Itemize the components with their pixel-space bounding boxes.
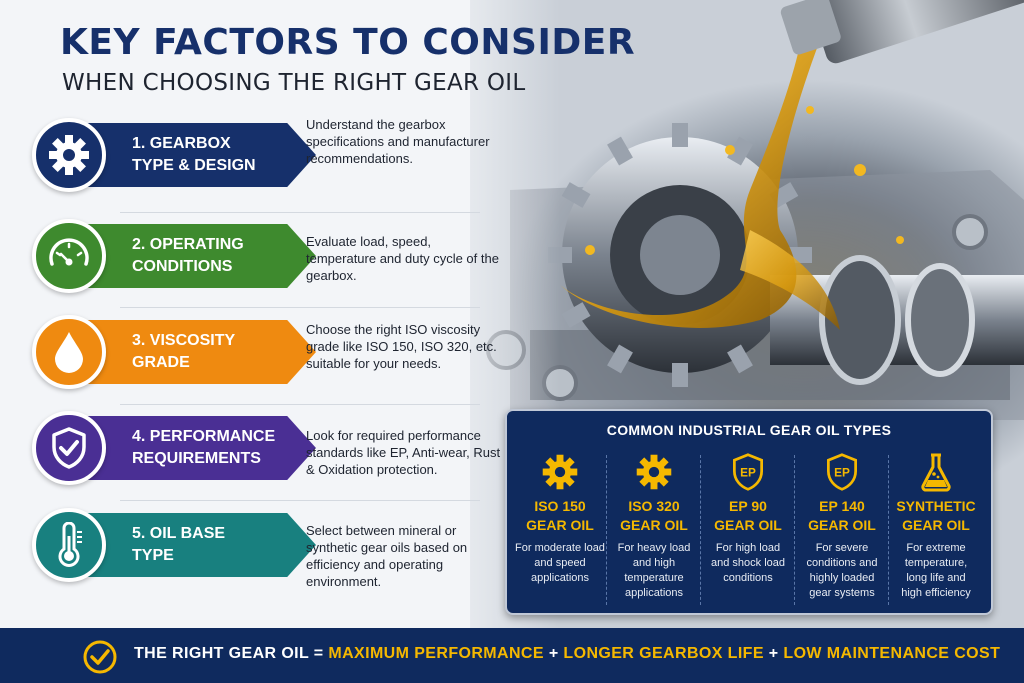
- divider: [120, 404, 480, 405]
- column-divider: [794, 455, 795, 605]
- factor-label-banner: 3. VISCOSITY GRADE: [76, 320, 316, 384]
- gear-icon: [32, 118, 106, 192]
- column-divider: [888, 455, 889, 605]
- shield-check-icon: [32, 411, 106, 485]
- oil-type-ep-90: EP EP 90 GEAR OIL For high load and shoc…: [701, 451, 795, 609]
- oil-type-note: For severe conditions and highly loaded …: [806, 542, 878, 599]
- ep-badge-text: EP: [740, 466, 756, 480]
- oil-type-note: For high load and shock load conditions: [711, 542, 785, 584]
- oil-type-name: EP 90 GEAR OIL: [714, 498, 782, 533]
- summary-benefit: LONGER GEARBOX LIFE: [563, 645, 764, 662]
- divider: [120, 500, 480, 501]
- oil-type-name: SYNTHETIC GEAR OIL: [896, 498, 976, 533]
- check-circle-icon: [83, 640, 117, 674]
- summary-banner: THE RIGHT GEAR OIL = MAXIMUM PERFORMANCE…: [0, 628, 1024, 683]
- oil-type-name: ISO 320 GEAR OIL: [620, 498, 688, 533]
- oil-type-synthetic: SYNTHETIC GEAR OIL For extreme temperatu…: [889, 451, 983, 609]
- gear-icon: [607, 451, 701, 493]
- factor-label: 2. OPERATING CONDITIONS: [132, 236, 244, 275]
- ep-shield-icon: EP: [701, 451, 795, 493]
- factor-viscosity-grade: 3. VISCOSITY GRADE Choose the right ISO …: [26, 309, 497, 399]
- divider: [120, 307, 480, 308]
- ep-badge-text: EP: [834, 466, 850, 480]
- factor-description: Understand the gearbox specifications an…: [306, 117, 490, 166]
- factor-label-banner: 4. PERFORMANCE REQUIREMENTS: [76, 416, 316, 480]
- panel-title: COMMON INDUSTRIAL GEAR OIL TYPES: [606, 422, 892, 438]
- factor-description: Select between mineral or synthetic gear…: [306, 523, 468, 589]
- gearbox-oil-photo: [470, 0, 1024, 628]
- factor-label: 1. GEARBOX TYPE & DESIGN: [132, 135, 256, 174]
- flask-icon: [889, 451, 983, 493]
- ep-shield-icon: EP: [795, 451, 889, 493]
- gear-icon: [513, 451, 607, 493]
- summary-lead: THE RIGHT GEAR OIL =: [134, 645, 324, 662]
- plus-sign: +: [768, 645, 779, 662]
- oil-type-name: EP 140 GEAR OIL: [808, 498, 876, 533]
- factor-performance-requirements: 4. PERFORMANCE REQUIREMENTS Look for req…: [26, 405, 500, 495]
- oil-type-name: ISO 150 GEAR OIL: [526, 498, 594, 533]
- factor-description: Evaluate load, speed, temperature and du…: [306, 234, 499, 283]
- oil-type-note: For heavy load and high temperature appl…: [617, 542, 691, 599]
- oil-type-note: For moderate load and speed applications: [515, 542, 605, 584]
- factor-label: 5. OIL BASE TYPE: [132, 525, 226, 564]
- factor-label-banner: 1. GEARBOX TYPE & DESIGN: [76, 123, 316, 187]
- summary-benefit: MAXIMUM PERFORMANCE: [328, 645, 544, 662]
- oil-type-ep-140: EP EP 140 GEAR OIL For severe conditions…: [795, 451, 889, 609]
- gauge-icon: [32, 219, 106, 293]
- oil-type-iso-150: ISO 150 GEAR OIL For moderate load and s…: [513, 451, 607, 609]
- factor-label-banner: 2. OPERATING CONDITIONS: [76, 224, 316, 288]
- summary-benefit: LOW MAINTENANCE COST: [783, 645, 1001, 662]
- oil-drop-icon: [32, 315, 106, 389]
- factor-description: Choose the right ISO viscosity grade lik…: [306, 322, 497, 371]
- thermometer-icon: [32, 508, 106, 582]
- factor-description: Look for required performance standards …: [306, 428, 501, 477]
- factor-label-banner: 5. OIL BASE TYPE: [76, 513, 316, 577]
- oil-type-note: For extreme temperature, long life and h…: [901, 542, 971, 599]
- page-subtitle: WHEN CHOOSING THE RIGHT GEAR OIL: [62, 70, 526, 96]
- column-divider: [606, 455, 607, 605]
- plus-sign: +: [548, 645, 559, 662]
- factor-gearbox-type: 1. GEARBOX TYPE & DESIGN Understand the …: [26, 112, 496, 202]
- column-divider: [700, 455, 701, 605]
- factor-label: 3. VISCOSITY GRADE: [132, 332, 236, 371]
- page-title: KEY FACTORS TO CONSIDER: [60, 22, 636, 63]
- oil-type-iso-320: ISO 320 GEAR OIL For heavy load and high…: [607, 451, 701, 609]
- summary-text: THE RIGHT GEAR OIL = MAXIMUM PERFORMANCE…: [134, 645, 1000, 663]
- divider: [120, 212, 480, 213]
- factor-operating-conditions: 2. OPERATING CONDITIONS Evaluate load, s…: [26, 213, 499, 303]
- factor-label: 4. PERFORMANCE REQUIREMENTS: [132, 428, 276, 467]
- factor-oil-base-type: 5. OIL BASE TYPE Select between mineral …: [26, 502, 496, 592]
- oil-types-panel: COMMON INDUSTRIAL GEAR OIL TYPES ISO 150…: [505, 409, 993, 615]
